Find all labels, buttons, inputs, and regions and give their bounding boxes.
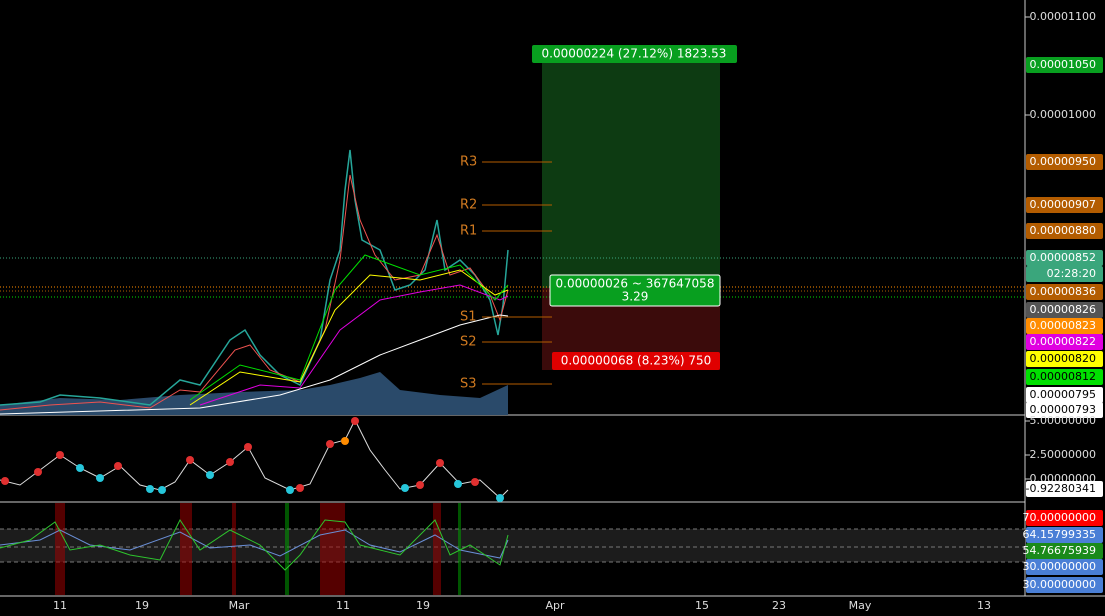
- axis-label: 30.00000000: [1023, 560, 1096, 573]
- price-tag: [1026, 527, 1103, 543]
- axis-label: 0.00000823: [1030, 319, 1096, 332]
- axis-label: 0.00000950: [1030, 155, 1096, 168]
- stop-tag: [552, 352, 720, 370]
- axis-label: -0.92280341: [1026, 482, 1096, 495]
- entry-label: 3.29: [622, 290, 649, 304]
- axis-label: 0.00000852: [1030, 251, 1096, 264]
- axis-label: 0.00000880: [1030, 224, 1096, 237]
- oscillator-dots: [1, 417, 504, 502]
- stop-label: 0.00000068 (8.23%) 750: [561, 354, 712, 368]
- price-tag: [1026, 197, 1103, 213]
- target-tag: [532, 45, 737, 63]
- entry-tag: [549, 274, 721, 307]
- price-tag: [1026, 334, 1103, 350]
- price-tag: [1026, 250, 1103, 266]
- pivot-label: R3: [460, 155, 477, 170]
- date-label: 13: [977, 599, 991, 612]
- date-label: Apr: [545, 599, 565, 612]
- price-tag: [1026, 387, 1103, 403]
- axis-label: 30.00000000: [1023, 578, 1096, 591]
- price-tag: [1026, 351, 1103, 367]
- pivot-label: R2: [460, 198, 477, 213]
- price-tag: [1026, 577, 1103, 593]
- axis-label: 02:28:20: [1047, 267, 1096, 280]
- rsi-band: [0, 529, 1025, 562]
- moving-average: [199, 284, 509, 406]
- axis-label: 0.00000822: [1030, 335, 1096, 348]
- date-label: Mar: [229, 599, 250, 612]
- price: [0, 174, 509, 411]
- axis-label: 70.00000000: [1023, 511, 1096, 524]
- moving-average: [0, 314, 509, 415]
- price-tag: [1026, 318, 1103, 334]
- pivot-label: S2: [460, 335, 477, 350]
- moving-average: [189, 254, 509, 401]
- profit-zone: [542, 62, 720, 288]
- date-label: 19: [135, 599, 149, 612]
- oscillator-line: [0, 418, 509, 499]
- moving-average: [189, 269, 509, 406]
- date-label: 19: [416, 599, 430, 612]
- price-tag: [1026, 543, 1103, 559]
- pivot-label: R1: [460, 224, 477, 239]
- axis-label: 0.00001100: [1030, 10, 1096, 23]
- price-tag: [1026, 266, 1103, 282]
- price-tag: [1026, 57, 1103, 73]
- pivot-label: S3: [460, 377, 477, 392]
- price-tag: [1026, 481, 1103, 497]
- axis-label: 64.15799335: [1023, 528, 1096, 541]
- axis-label: 0.00000793: [1030, 403, 1096, 416]
- price-tag: [1026, 154, 1103, 170]
- price-tag: [1026, 223, 1103, 239]
- axis-label: 0.00001000: [1030, 108, 1096, 121]
- price-tag: [1026, 284, 1103, 300]
- price-tag: [1026, 369, 1103, 385]
- date-label: May: [849, 599, 872, 612]
- pivot-label: S1: [460, 310, 477, 325]
- axis-label: 0.00000795: [1030, 388, 1096, 401]
- price-tag: [1026, 559, 1103, 575]
- axis-label: 0.00000826: [1030, 303, 1096, 316]
- date-label: 11: [53, 599, 67, 612]
- date-label: 11: [336, 599, 350, 612]
- axis-label: 0.00001050: [1030, 58, 1096, 71]
- axis-label: 0.00000812: [1030, 370, 1096, 383]
- price: [0, 149, 509, 406]
- axis-label: 5.00000000: [1030, 414, 1096, 427]
- price-tag: [1026, 510, 1103, 526]
- entry-label: 0.00000026 ~ 367647058: [556, 277, 715, 291]
- date-label: 15: [695, 599, 709, 612]
- rsi-line: [0, 519, 509, 571]
- rsi-highlights: [55, 503, 461, 595]
- price-tag: [1026, 402, 1103, 418]
- axis-label: 0.00000820: [1030, 352, 1096, 365]
- axis-label: 0.00000836: [1030, 285, 1096, 298]
- axis-label: 54.76675939: [1023, 544, 1096, 557]
- date-label: 23: [772, 599, 786, 612]
- target-label: 0.00000224 (27.12%) 1823.53: [542, 47, 727, 61]
- axis-label: 0.00000907: [1030, 198, 1096, 211]
- axis-label: 2.50000000: [1030, 448, 1096, 461]
- price-tag: [1026, 302, 1103, 318]
- volume: [0, 372, 508, 415]
